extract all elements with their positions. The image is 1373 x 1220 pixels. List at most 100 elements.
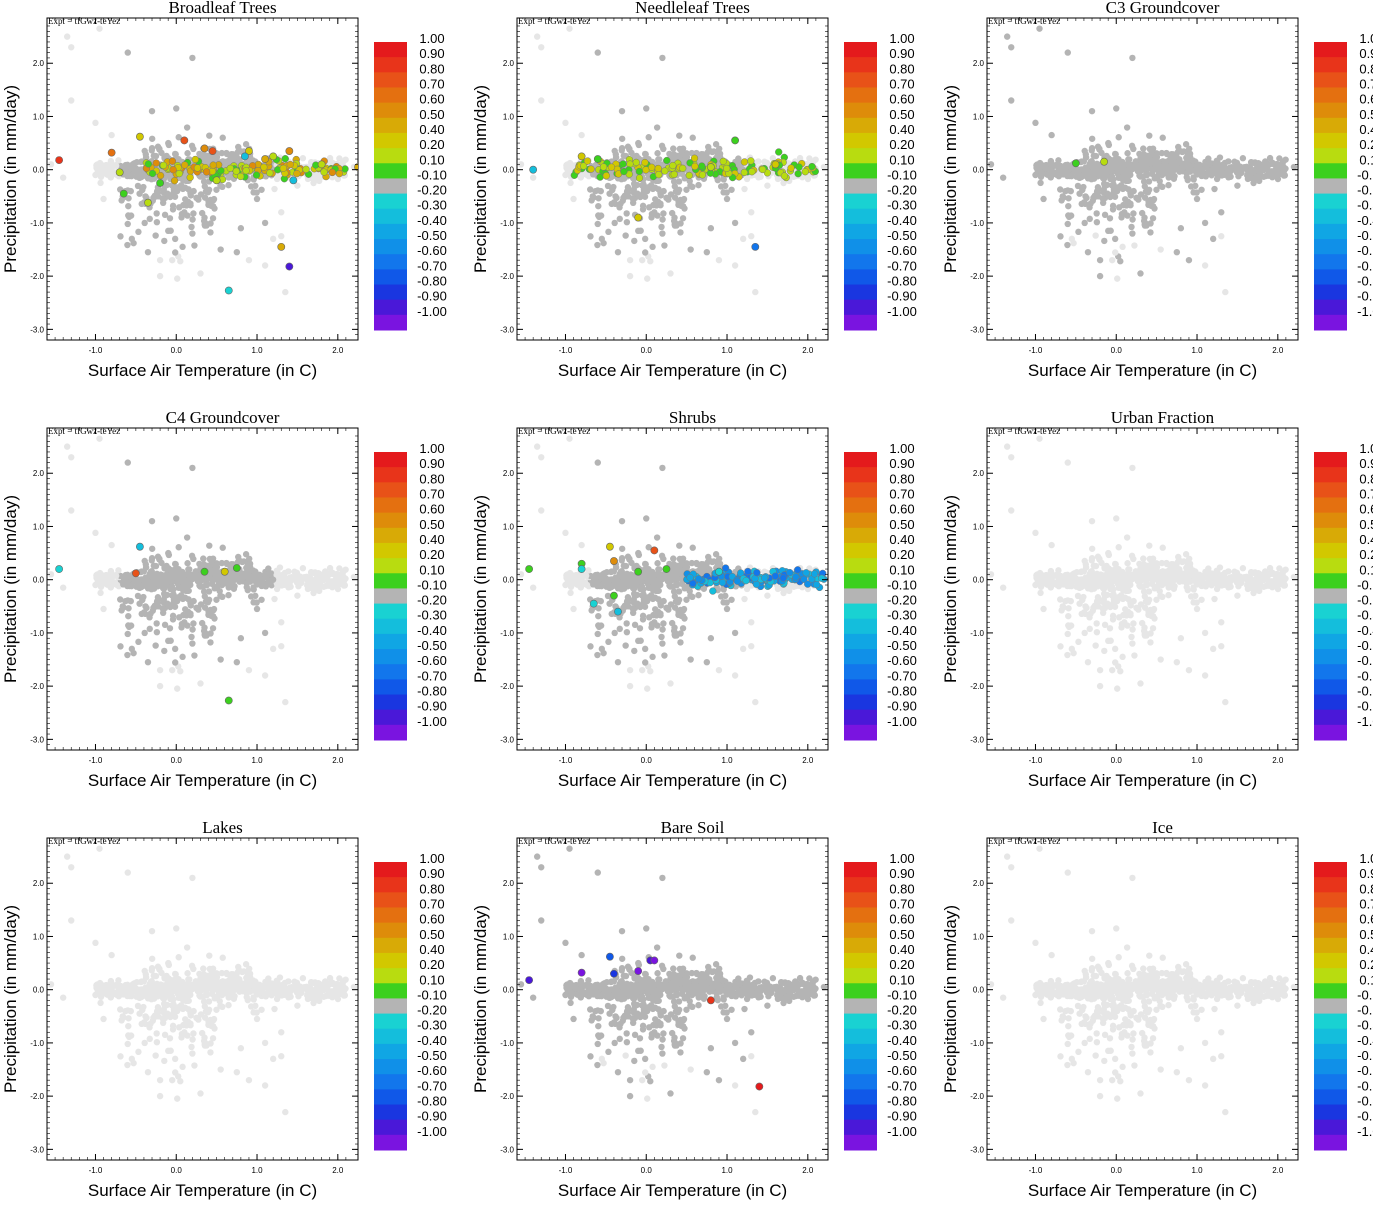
- data-point: [142, 603, 148, 609]
- data-point: [1206, 169, 1212, 175]
- data-point: [691, 163, 698, 170]
- data-point: [227, 165, 234, 172]
- data-point: [176, 585, 182, 591]
- data-point: [1075, 229, 1081, 235]
- data-point: [165, 550, 171, 556]
- data-point: [623, 580, 629, 586]
- data-point: [657, 610, 663, 616]
- colorbar-label: 0.80: [889, 61, 914, 76]
- data-point: [676, 542, 682, 548]
- colorbar-segment: [1314, 239, 1347, 255]
- data-point: [161, 591, 167, 597]
- colorbar-label: 0.40: [1359, 122, 1373, 137]
- data-point: [92, 530, 98, 536]
- data-point: [683, 597, 689, 603]
- data-point: [108, 159, 114, 165]
- colorbar-label: -0.70: [1357, 258, 1373, 273]
- data-point: [152, 642, 158, 648]
- data-point: [100, 196, 106, 202]
- data-point: [1072, 160, 1079, 167]
- data-point: [659, 465, 665, 471]
- data-point: [775, 149, 782, 156]
- data-point: [598, 212, 604, 218]
- data-point: [150, 195, 156, 201]
- data-point: [633, 159, 640, 166]
- colorbar-label: -0.90: [1357, 289, 1373, 304]
- data-point: [1064, 242, 1070, 248]
- data-point: [683, 152, 689, 158]
- data-point: [651, 547, 658, 554]
- colorbar-label: 0.50: [1359, 107, 1373, 122]
- data-point: [108, 569, 114, 575]
- data-point: [145, 578, 151, 584]
- data-point: [1081, 220, 1087, 226]
- data-point: [207, 556, 213, 562]
- data-point: [157, 683, 163, 689]
- data-point: [1267, 155, 1273, 161]
- data-point: [748, 233, 754, 239]
- chart-title: C3 Groundcover: [1106, 0, 1220, 17]
- data-point: [671, 214, 677, 220]
- data-point: [310, 590, 316, 596]
- data-point: [266, 579, 272, 585]
- colorbar-label: -0.20: [417, 593, 447, 608]
- data-point: [654, 560, 660, 566]
- colorbar-segment: [844, 118, 877, 134]
- data-point: [1130, 210, 1136, 216]
- colorbar-label: 0.10: [419, 152, 444, 167]
- data-point: [631, 591, 637, 597]
- data-point: [248, 593, 254, 599]
- data-point: [222, 342, 228, 348]
- colorbar-segment: [374, 528, 407, 544]
- data-point: [314, 572, 320, 578]
- data-point: [643, 151, 649, 157]
- data-point: [803, 569, 810, 576]
- data-point: [1032, 120, 1038, 126]
- data-point: [1147, 229, 1153, 235]
- data-point: [181, 162, 188, 169]
- data-point: [125, 221, 131, 227]
- x-tick-label: -1.0: [89, 756, 103, 765]
- data-point: [1091, 164, 1097, 170]
- data-point: [636, 175, 643, 182]
- y-tick-label: 0.0: [503, 166, 515, 175]
- data-point: [686, 172, 693, 179]
- data-point: [120, 190, 127, 197]
- data-point: [1097, 257, 1103, 263]
- data-point: [748, 643, 754, 649]
- colorbar-label: -0.90: [887, 289, 917, 304]
- data-point: [68, 454, 74, 460]
- data-point: [149, 147, 155, 153]
- colorbar-label: -1.00: [417, 714, 447, 729]
- data-point: [97, 590, 103, 596]
- data-point: [635, 140, 641, 146]
- data-point: [173, 105, 179, 111]
- data-point: [1178, 225, 1184, 231]
- colorbar-segment: [844, 254, 877, 270]
- colorbar-label: -0.70: [887, 258, 917, 273]
- data-point: [190, 556, 196, 562]
- colorbar-label: 0.60: [419, 92, 444, 107]
- x-tick-label: 2.0: [802, 346, 814, 355]
- data-point: [748, 209, 754, 215]
- colorbar-label: 0.20: [419, 137, 444, 152]
- data-point: [134, 159, 140, 165]
- colorbar-segment: [374, 224, 407, 240]
- data-point: [671, 171, 678, 178]
- data-point: [732, 220, 738, 226]
- data-point: [659, 55, 665, 61]
- colorbar-label: 0.10: [889, 152, 914, 167]
- colorbar-segment: [1314, 269, 1347, 285]
- data-point: [647, 258, 653, 264]
- data-point: [1263, 173, 1269, 179]
- data-point: [643, 105, 649, 111]
- y-tick-label: -3.0: [30, 735, 44, 744]
- data-point: [172, 646, 178, 652]
- data-point: [1105, 140, 1111, 146]
- data-point: [113, 573, 119, 579]
- data-point: [642, 659, 648, 665]
- data-point: [1075, 183, 1081, 189]
- colorbar-segment: [1314, 87, 1347, 103]
- data-point: [125, 49, 131, 55]
